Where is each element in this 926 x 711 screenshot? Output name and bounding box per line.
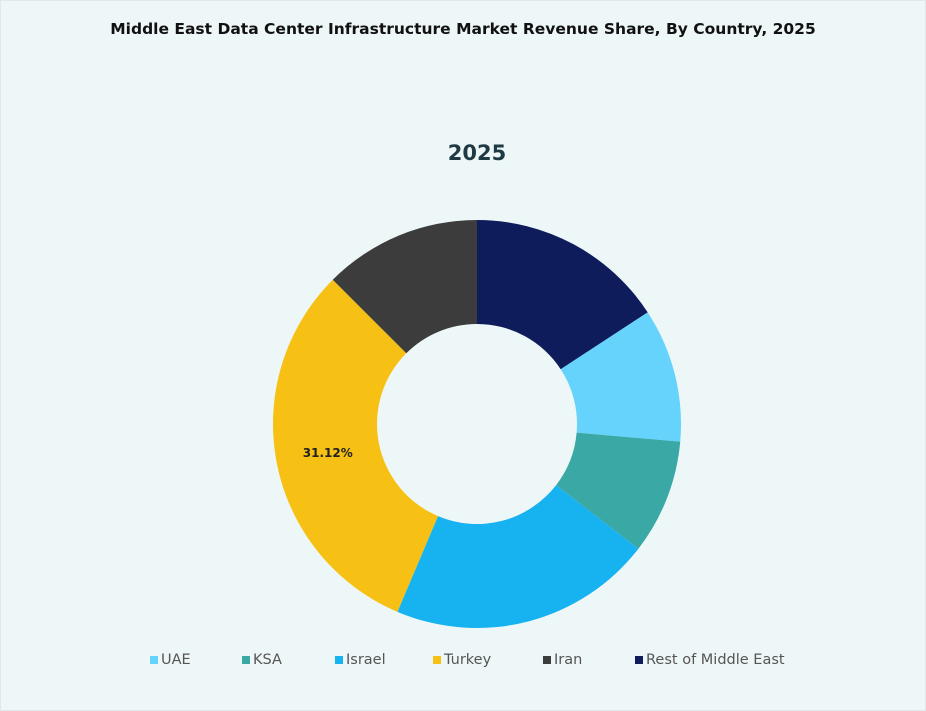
legend-swatch bbox=[242, 656, 250, 664]
slice-uae bbox=[560, 312, 681, 442]
legend-swatch bbox=[433, 656, 441, 664]
slice-ksa bbox=[556, 432, 681, 549]
legend-swatch bbox=[635, 656, 643, 664]
legend-item-turkey: Turkey bbox=[433, 652, 543, 668]
legend-label: Turkey bbox=[444, 652, 492, 668]
chart-title: Middle East Data Center Infrastructure M… bbox=[110, 20, 816, 38]
legend-label: KSA bbox=[253, 652, 282, 668]
data-label-turkey: 31.12% bbox=[303, 446, 353, 460]
legend-swatch bbox=[335, 656, 343, 664]
legend-label: Rest of Middle East bbox=[646, 652, 785, 668]
legend-item-uae: UAE bbox=[150, 652, 242, 668]
slice-turkey bbox=[273, 279, 438, 612]
legend-label: Israel bbox=[346, 652, 386, 668]
legend-label: Iran bbox=[554, 652, 583, 668]
legend-swatch bbox=[150, 656, 158, 664]
chart-subtitle: 2025 bbox=[447, 141, 507, 165]
legend-item-ksa: KSA bbox=[242, 652, 335, 668]
slice-rest-of-middle-east bbox=[477, 220, 648, 370]
legend-item-iran: Iran bbox=[543, 652, 635, 668]
legend-swatch bbox=[543, 656, 551, 664]
legend-item-israel: Israel bbox=[335, 652, 433, 668]
slice-iran bbox=[332, 220, 477, 354]
slice-israel bbox=[397, 485, 639, 628]
legend-item-rest-of-middle-east: Rest of Middle East bbox=[635, 652, 795, 668]
legend-label: UAE bbox=[161, 652, 191, 668]
legend: UAE KSA Israel Turkey Iran Rest of Middle Eas… bbox=[150, 652, 795, 668]
